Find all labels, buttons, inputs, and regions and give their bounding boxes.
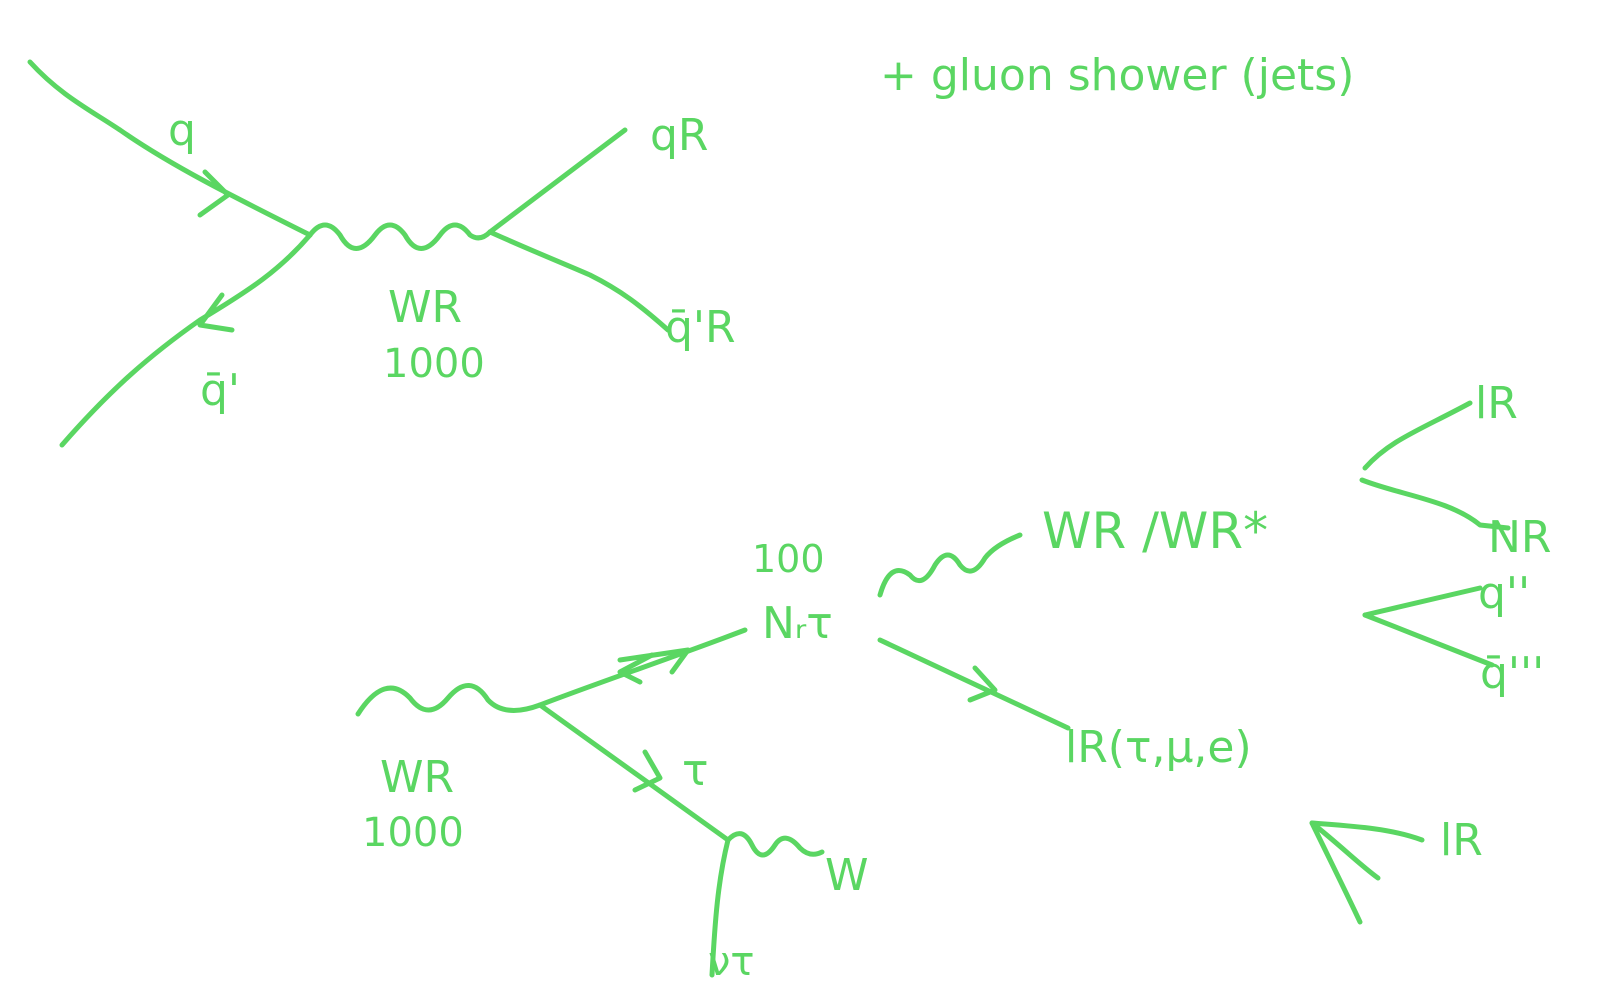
- lepton-arrow: [967, 665, 998, 703]
- label-virtual-wr: WR /WR*: [1042, 502, 1268, 560]
- label-outgoing-quark: qR: [650, 110, 709, 161]
- incoming-antiquark-arrow: [197, 292, 235, 333]
- branch-antiquark-line: [1362, 612, 1495, 668]
- label-branch-lepton: lR: [1475, 378, 1518, 429]
- label-branch-antiquark: q̄''': [1480, 648, 1544, 699]
- label-top-wr-mass: 1000: [383, 341, 485, 387]
- label-branch-quark: q'': [1478, 568, 1530, 619]
- label-bottom-wr-mass: 1000: [362, 810, 464, 856]
- tau-line: [537, 702, 731, 843]
- w-from-tau-propagator: [725, 831, 825, 858]
- label-tau: τ: [682, 745, 709, 796]
- label-nu-from-tau: ντ: [708, 939, 754, 982]
- outgoing-quark-line: [487, 127, 628, 235]
- incoming-antiquark-line: [59, 232, 313, 448]
- tau-arrow: [632, 749, 663, 793]
- label-top-wr: WR: [388, 282, 462, 333]
- bottom-wr-propagator: [355, 683, 543, 717]
- neutrino-arrow-forward: [617, 647, 691, 675]
- pointer-arrow-head: [1309, 820, 1381, 881]
- incoming-quark-line: [27, 59, 313, 238]
- label-outgoing-antiquark: q̄'R: [665, 302, 736, 353]
- label-incoming-quark: q: [168, 105, 196, 156]
- neutrino-arrow-back: [617, 652, 655, 685]
- top-wr-propagator: [307, 222, 493, 251]
- virtual-wr-propagator: [877, 532, 1023, 598]
- neutrino-line: [537, 627, 748, 708]
- incoming-quark-arrow: [197, 169, 231, 218]
- branch-quark-line: [1362, 585, 1483, 618]
- lepton-line: [877, 637, 1071, 731]
- branch-neutrino-line: [1359, 477, 1511, 531]
- label-neutrino: Nᵣτ: [762, 598, 833, 649]
- bottom-diagram: WR 1000 100 Nᵣτ τ W ντ WR /WR* lR(τ,μ,e)…: [355, 378, 1552, 982]
- outgoing-antiquark-line: [487, 229, 671, 333]
- label-branch-neutrino: NR: [1488, 512, 1552, 563]
- label-w-from-tau: W: [825, 850, 869, 901]
- gluon-shower-note: + gluon shower (jets): [880, 50, 1354, 101]
- label-arrow-target: lR: [1440, 815, 1483, 866]
- label-incoming-antiquark: q̄': [200, 365, 240, 416]
- top-diagram: q q̄' WR 1000 qR q̄'R: [27, 59, 736, 448]
- nu-from-tau-line: [709, 837, 731, 978]
- label-bottom-wr: WR: [380, 752, 454, 803]
- label-lepton: lR(τ,μ,e): [1065, 722, 1252, 773]
- label-neutrino-mass: 100: [752, 537, 825, 581]
- branch-lepton-line: [1362, 400, 1473, 471]
